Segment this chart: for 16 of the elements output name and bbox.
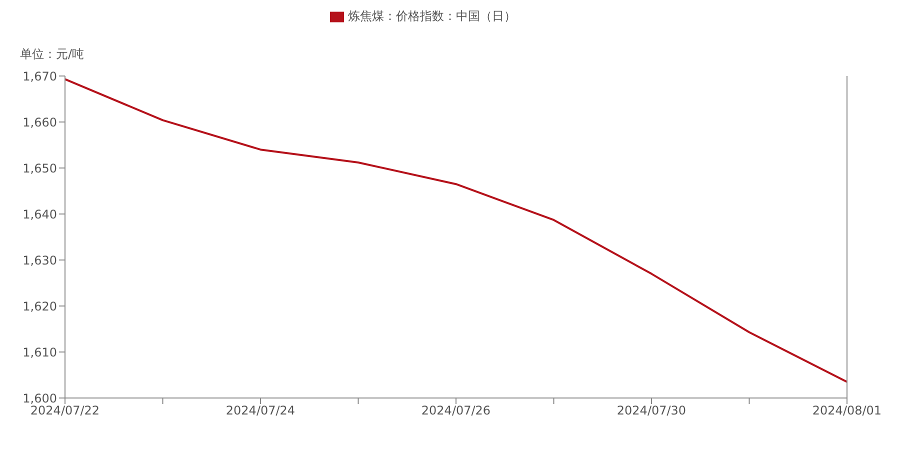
- y-tick-label: 1,670: [22, 69, 57, 84]
- y-tick-label: 1,600: [22, 391, 57, 406]
- y-axis-title: 单位：元/吨: [20, 46, 84, 63]
- x-tick-label: 2024/07/26: [421, 404, 491, 418]
- y-tick-label: 1,660: [22, 115, 57, 130]
- x-tick-label: 2024/08/01: [812, 404, 882, 418]
- y-tick-label: 1,630: [22, 253, 57, 268]
- x-tick-label: 2024/07/30: [616, 404, 686, 418]
- line-series: [64, 78, 848, 383]
- legend-label: 炼焦煤：价格指数：中国（日）: [348, 9, 516, 23]
- y-tick-label: 1,640: [22, 207, 57, 222]
- x-tick-label: 2024/07/22: [30, 404, 100, 418]
- y-tick-label: 1,620: [22, 299, 57, 314]
- x-tick-label: 2024/07/24: [226, 404, 296, 418]
- y-tick-label: 1,650: [22, 161, 57, 176]
- y-tick-label: 1,610: [22, 345, 57, 360]
